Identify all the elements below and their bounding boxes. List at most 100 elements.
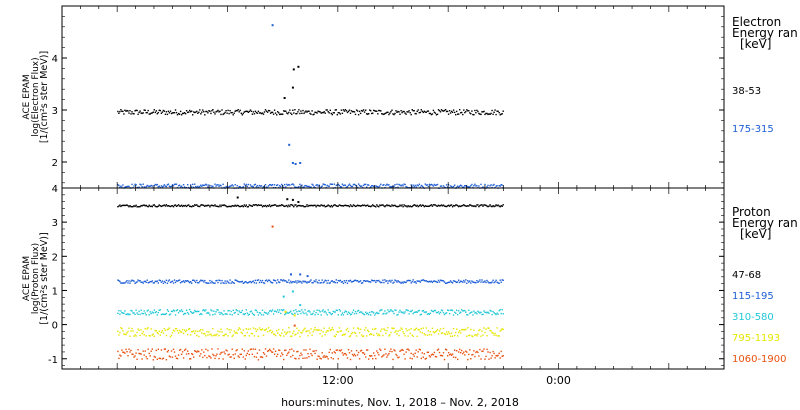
data-point [430,113,433,116]
data-point [438,281,441,283]
data-point [479,312,481,314]
data-point [446,333,449,335]
data-point [162,357,165,359]
data-point [383,354,385,356]
data-point [441,110,444,112]
data-point [214,334,216,336]
data-point [291,312,293,315]
data-point [136,312,138,314]
data-point [283,358,285,361]
data-point [471,335,473,337]
data-point [354,310,357,313]
data-point [377,205,379,207]
data-point [182,357,185,359]
data-point [217,309,219,311]
data-point [133,113,135,115]
data-point [370,205,372,208]
data-point [425,311,427,313]
data-point [400,205,402,207]
data-point [432,204,435,206]
data-point [419,281,421,283]
data-point [498,205,500,207]
data-point [446,355,449,357]
data-point [151,311,153,313]
data-point [227,310,229,312]
data-point [157,186,159,188]
data-point [202,184,204,186]
data-point [141,312,143,315]
data-point [431,205,434,207]
data-point [135,281,137,284]
data-point [481,111,483,113]
data-point [439,279,442,281]
data-point [426,184,429,186]
data-point [397,313,399,316]
data-point [221,331,223,333]
data-point [341,334,344,336]
data-point [172,329,175,331]
data-point [236,280,238,282]
data-point [250,110,253,112]
data-point [279,113,281,116]
data-point [485,355,487,358]
data-point [494,357,496,359]
data-point [209,314,211,316]
data-point [435,205,438,207]
data-point [303,186,305,188]
data-point [266,350,269,352]
data-point [403,312,405,315]
data-point [408,313,410,315]
data-point [289,109,291,111]
data-point [297,313,299,315]
data-point [414,112,416,115]
data-point [214,183,216,185]
data-point [414,328,416,331]
data-point [169,313,172,315]
data-point [425,357,427,360]
data-point [359,112,362,115]
data-point [265,186,268,188]
data-point [429,281,432,283]
data-point [190,281,192,283]
data-point [377,312,379,315]
data-point [148,335,150,337]
data-point [260,204,263,206]
data-point [276,205,278,207]
data-point [442,185,445,187]
data-point [330,313,332,316]
data-point [293,324,296,327]
data-point [351,331,354,334]
data-point [411,334,413,336]
data-point [350,333,353,335]
data-point [209,110,211,112]
data-point [286,354,288,356]
data-point [415,205,417,207]
data-point [429,312,432,314]
data-point [461,205,463,207]
data-point [324,206,326,208]
data-point [280,312,282,315]
data-point [218,311,220,314]
data-point [388,280,390,282]
data-point [166,351,169,353]
data-point [329,183,331,185]
data-point [179,205,182,207]
data-point [447,184,450,186]
data-point [467,186,469,188]
data-point [443,186,446,188]
data-point [378,206,380,208]
data-point [477,351,479,354]
data-point [352,327,355,329]
data-point [495,185,497,187]
data-point [438,330,441,332]
data-point [315,311,317,314]
data-point [326,109,328,111]
data-point [288,327,290,329]
data-point [271,330,274,333]
data-point [420,205,422,207]
data-point [384,310,386,312]
data-point [196,279,198,282]
data-point [434,280,437,283]
data-point [153,309,155,311]
data-point [496,110,498,112]
